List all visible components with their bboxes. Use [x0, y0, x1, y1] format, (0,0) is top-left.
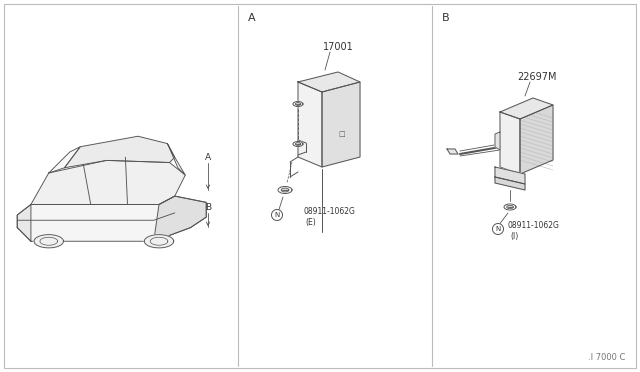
Polygon shape — [34, 235, 63, 248]
Polygon shape — [322, 82, 360, 167]
Text: 17001: 17001 — [323, 42, 353, 52]
Text: A: A — [248, 13, 255, 23]
Text: 08911-1062G: 08911-1062G — [508, 221, 560, 231]
Text: (E): (E) — [305, 218, 316, 228]
Text: 08911-1062G: 08911-1062G — [303, 208, 355, 217]
Polygon shape — [293, 141, 303, 147]
Text: 22697M: 22697M — [517, 72, 557, 82]
Polygon shape — [65, 136, 175, 168]
Polygon shape — [278, 186, 292, 193]
Polygon shape — [145, 235, 173, 248]
Polygon shape — [500, 112, 520, 174]
Polygon shape — [495, 132, 500, 150]
Text: .I 7000 C: .I 7000 C — [588, 353, 625, 362]
Text: N: N — [275, 212, 280, 218]
Polygon shape — [495, 167, 525, 184]
Text: B: B — [205, 202, 211, 212]
Polygon shape — [293, 102, 303, 106]
Polygon shape — [504, 204, 516, 210]
Polygon shape — [298, 82, 322, 167]
Text: □: □ — [339, 131, 346, 137]
Polygon shape — [295, 103, 301, 105]
Polygon shape — [507, 205, 513, 209]
Polygon shape — [49, 147, 80, 173]
Polygon shape — [31, 160, 185, 205]
Text: A: A — [205, 153, 211, 161]
Text: (I): (I) — [510, 232, 518, 241]
Polygon shape — [295, 142, 301, 145]
Polygon shape — [281, 188, 289, 192]
Text: N: N — [495, 226, 500, 232]
Polygon shape — [447, 149, 458, 154]
Polygon shape — [500, 98, 553, 119]
Polygon shape — [168, 144, 185, 175]
Polygon shape — [17, 196, 206, 241]
Polygon shape — [520, 105, 553, 174]
Polygon shape — [17, 205, 31, 241]
Polygon shape — [298, 72, 360, 92]
Polygon shape — [495, 177, 525, 190]
Polygon shape — [154, 196, 206, 241]
Text: B: B — [442, 13, 450, 23]
